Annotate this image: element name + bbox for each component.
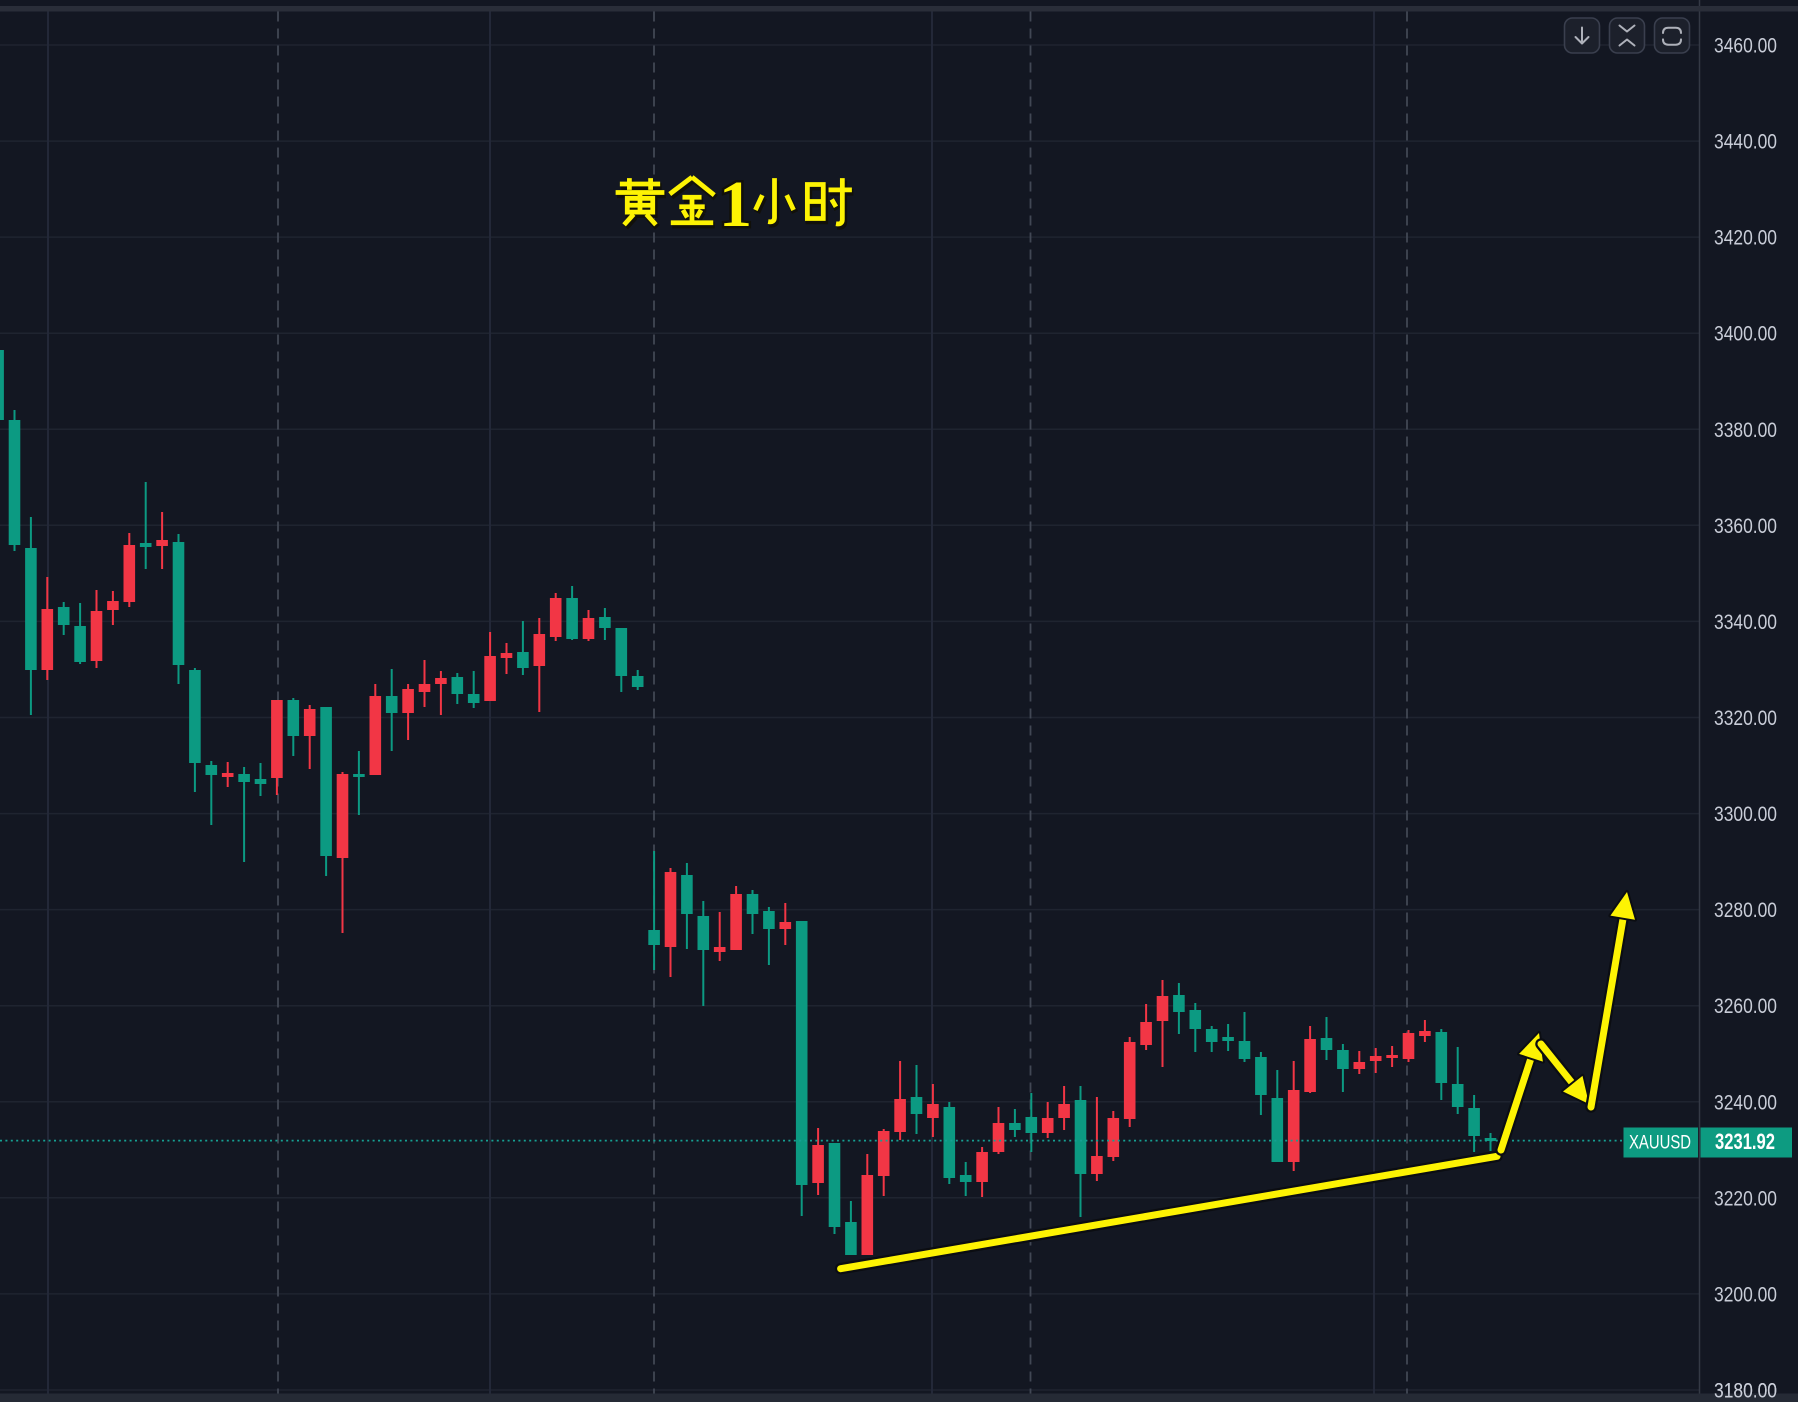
svg-text:3231.92: 3231.92 bbox=[1715, 1129, 1775, 1154]
svg-text:3220.00: 3220.00 bbox=[1714, 1187, 1777, 1210]
svg-text:3380.00: 3380.00 bbox=[1714, 419, 1777, 442]
svg-text:1: 1 bbox=[719, 168, 752, 241]
svg-text:3260.00: 3260.00 bbox=[1714, 995, 1777, 1018]
svg-text:3240.00: 3240.00 bbox=[1714, 1091, 1777, 1114]
svg-text:3180.00: 3180.00 bbox=[1714, 1380, 1777, 1402]
svg-text:3320.00: 3320.00 bbox=[1714, 707, 1777, 730]
svg-text:3200.00: 3200.00 bbox=[1714, 1283, 1777, 1306]
svg-text:3340.00: 3340.00 bbox=[1714, 611, 1777, 634]
svg-text:3400.00: 3400.00 bbox=[1714, 323, 1777, 346]
svg-text:3440.00: 3440.00 bbox=[1714, 131, 1777, 154]
svg-text:XAUUSD: XAUUSD bbox=[1629, 1133, 1691, 1154]
svg-text:3300.00: 3300.00 bbox=[1714, 803, 1777, 826]
svg-text:3420.00: 3420.00 bbox=[1714, 227, 1777, 250]
svg-text:3460.00: 3460.00 bbox=[1714, 35, 1777, 58]
svg-text:3360.00: 3360.00 bbox=[1714, 515, 1777, 538]
svg-text:3280.00: 3280.00 bbox=[1714, 899, 1777, 922]
